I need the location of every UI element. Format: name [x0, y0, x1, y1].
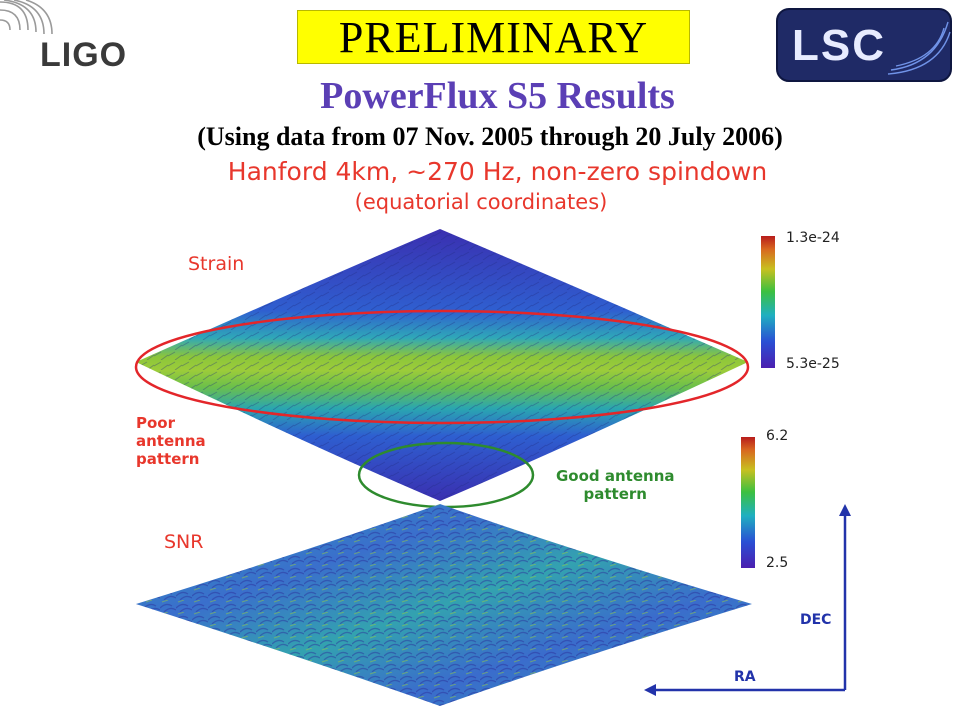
preliminary-banner: PRELIMINARY — [297, 10, 690, 64]
snr-colorbar-min-label: 2.5 — [766, 555, 789, 571]
dec-axis-label: DEC — [800, 612, 832, 628]
coordinate-axes — [644, 504, 851, 696]
ra-axis-label: RA — [734, 669, 756, 685]
lsc-logo: LSC — [776, 8, 952, 82]
lsc-logo-text: LSC — [792, 21, 886, 70]
page-subtitle: (Using data from 07 Nov. 2005 through 20… — [197, 122, 783, 151]
good-annotation-line: Good antenna — [556, 467, 675, 485]
strain-colorbar — [761, 236, 775, 368]
plot-subtitle: (equatorial coordinates) — [354, 190, 608, 214]
strain-colorbar-min-label: 5.3e-25 — [786, 356, 840, 372]
strain-colorbar-max-label: 1.3e-24 — [786, 230, 840, 246]
ligo-logo-text: LIGO — [40, 36, 128, 74]
strain-sky-map — [136, 229, 748, 501]
strain-map-label: Strain — [188, 253, 245, 275]
snr-sky-map — [136, 504, 752, 706]
page-title: PowerFlux S5 Results — [320, 75, 675, 117]
poor-annotation-line: Poor — [136, 414, 176, 432]
good-annotation-line: pattern — [583, 485, 647, 503]
snr-colorbar — [741, 437, 755, 568]
snr-map-label: SNR — [164, 531, 204, 553]
good-antenna-annotation: Good antenna pattern — [556, 467, 675, 503]
poor-antenna-ellipse — [134, 309, 750, 425]
poor-antenna-annotation: Poor antenna pattern — [136, 414, 206, 468]
poor-annotation-line: antenna — [136, 432, 206, 450]
plot-title: Hanford 4km, ~270 Hz, non-zero spindown — [227, 157, 768, 186]
ligo-logo — [0, 0, 53, 35]
snr-colorbar-max-label: 6.2 — [766, 428, 789, 444]
poor-annotation-line: pattern — [136, 450, 200, 468]
